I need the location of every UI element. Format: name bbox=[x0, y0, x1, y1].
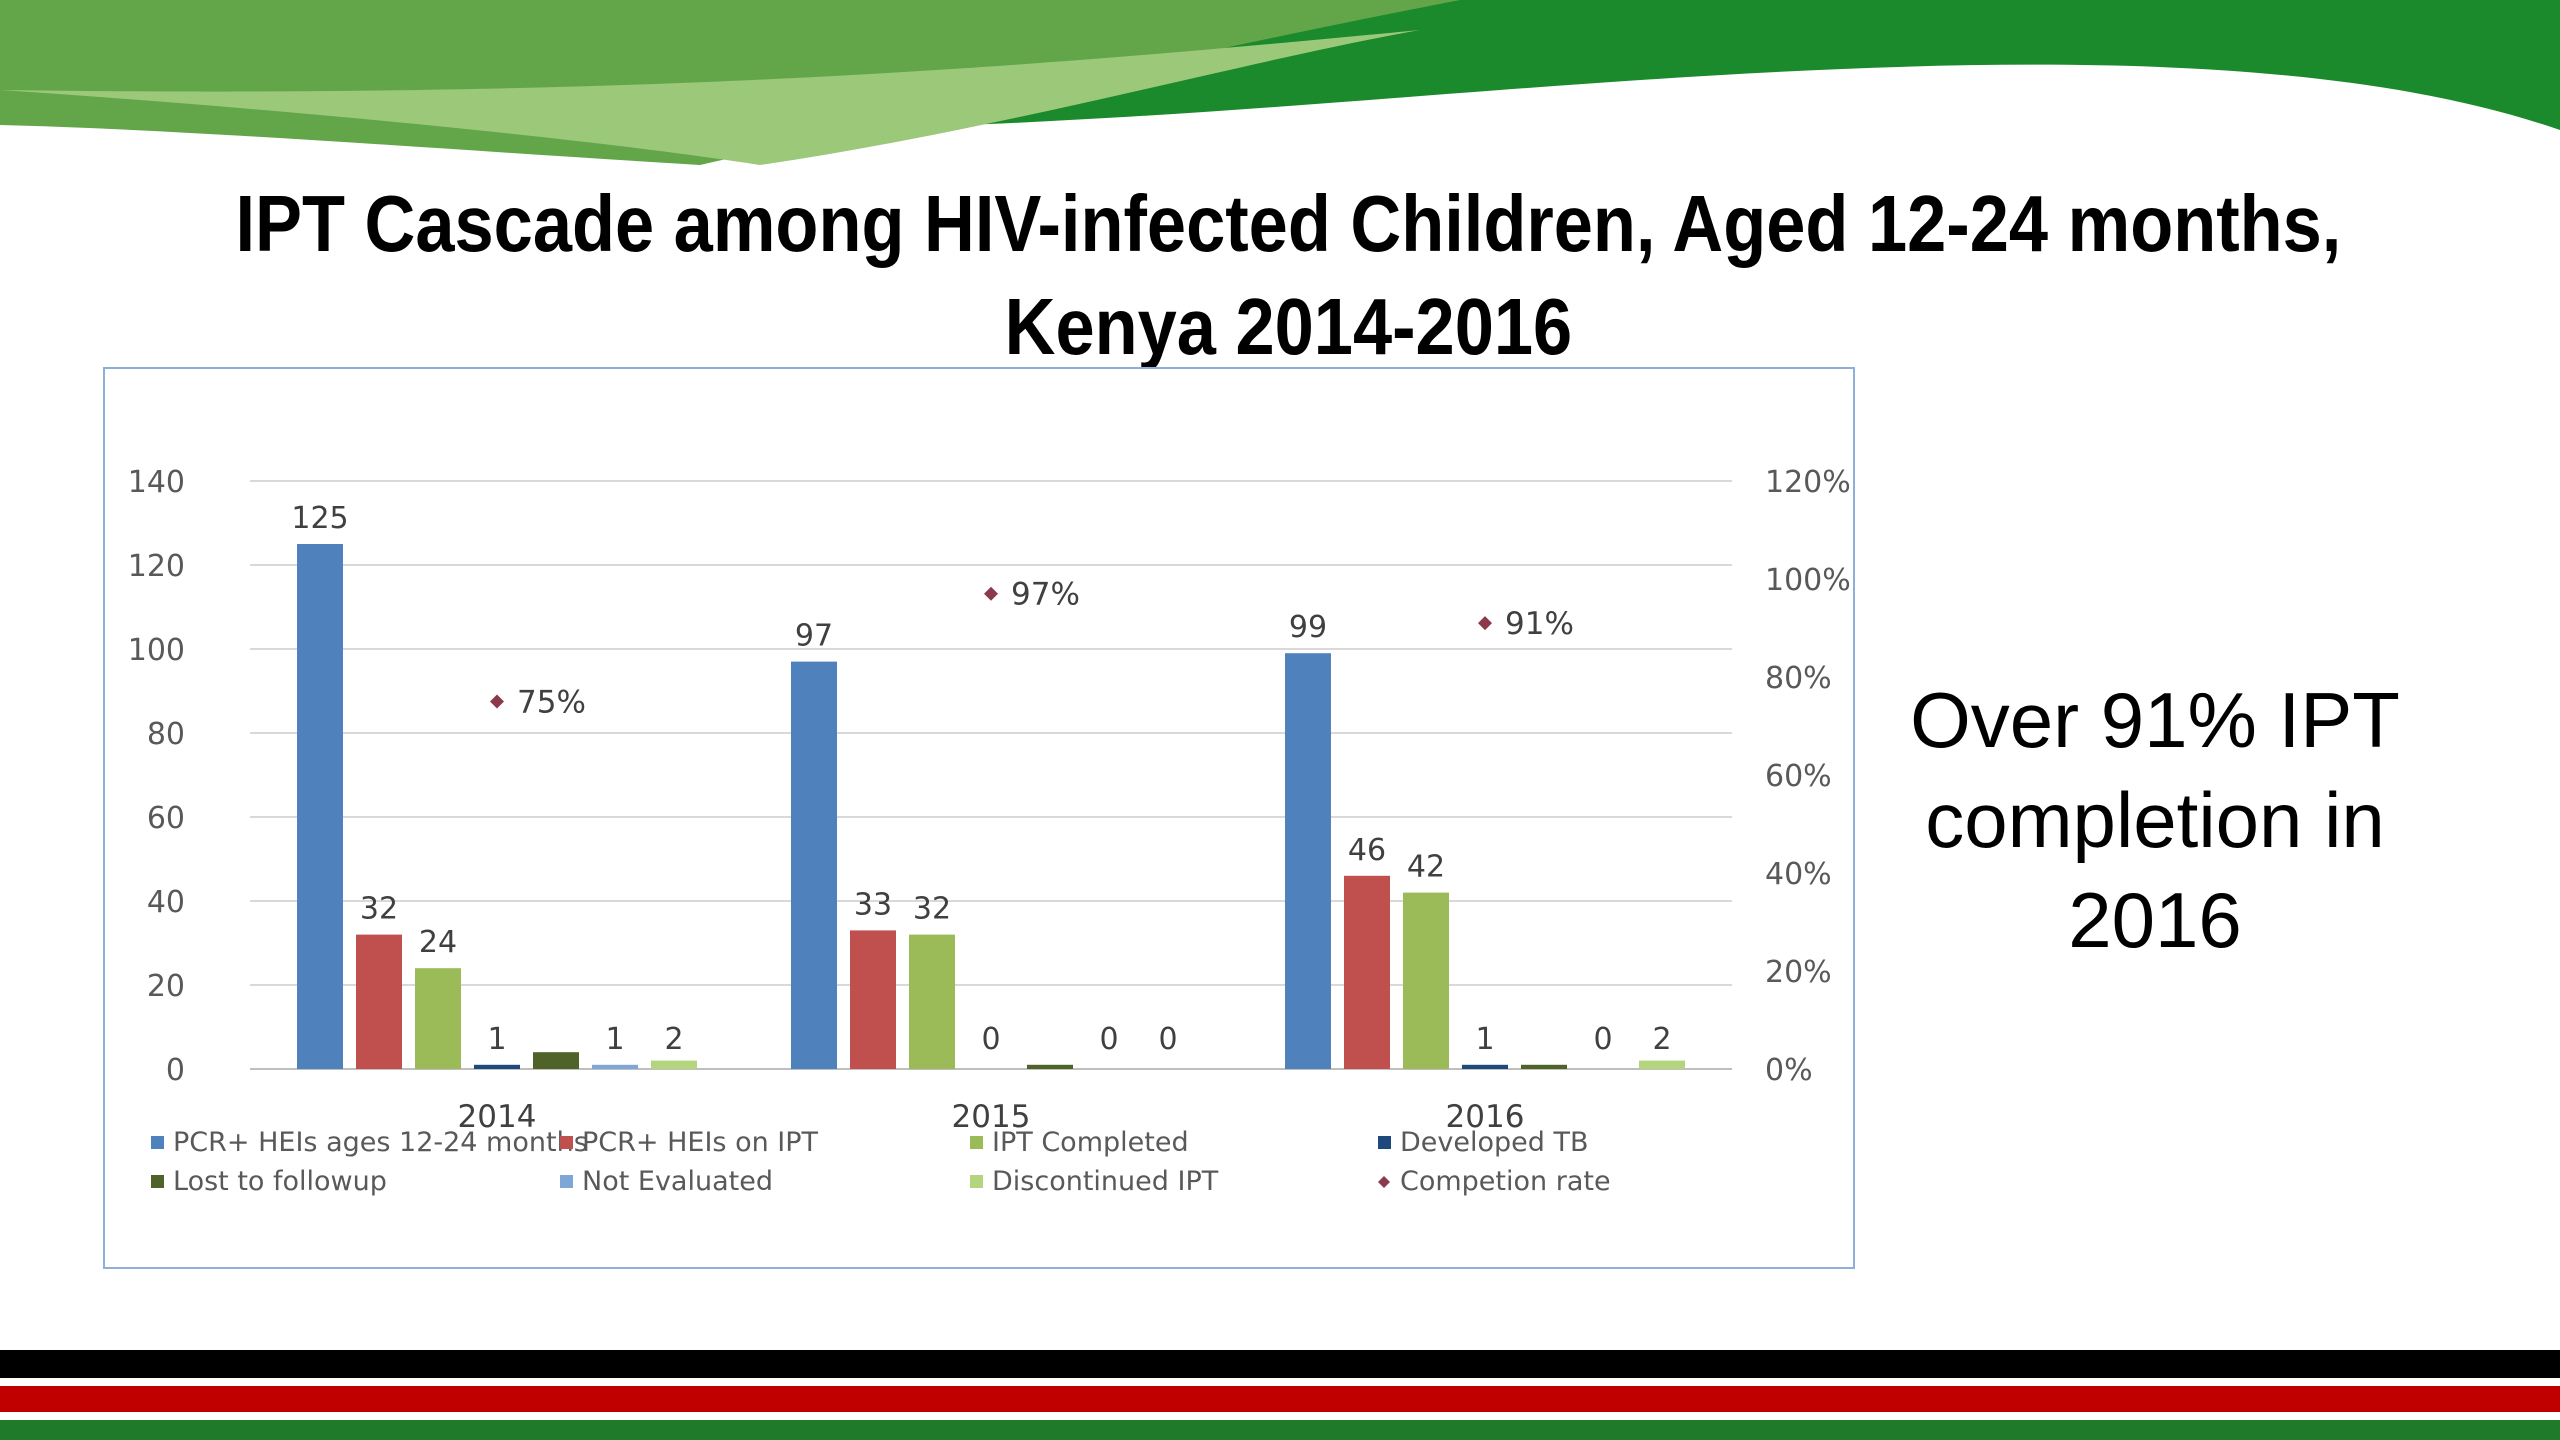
data-label: 99 bbox=[1289, 610, 1327, 645]
data-label: 33 bbox=[854, 887, 892, 922]
footer-flag-stripes bbox=[0, 1350, 2560, 1440]
y-axis-left: 0 20 40 60 80 100 120 140 bbox=[128, 465, 185, 1088]
bar bbox=[850, 930, 896, 1069]
y2-tick-label: 20% bbox=[1765, 955, 1832, 990]
y-tick-label: 20 bbox=[147, 969, 185, 1004]
bar bbox=[1639, 1060, 1685, 1069]
completion-rate-points: 75% 97% 91% bbox=[490, 577, 1574, 721]
header-wave-decoration bbox=[0, 0, 2560, 165]
footer-stripe-white-2 bbox=[0, 1412, 2560, 1420]
legend-swatch bbox=[151, 1175, 164, 1188]
bar bbox=[1521, 1064, 1567, 1069]
data-label: 32 bbox=[913, 892, 951, 927]
bar bbox=[415, 968, 461, 1069]
legend-label: Lost to followup bbox=[173, 1166, 387, 1197]
bar bbox=[1403, 892, 1449, 1069]
data-label: 0 bbox=[981, 1022, 1000, 1057]
y-tick-label: 140 bbox=[128, 465, 185, 500]
footer-stripe-red bbox=[0, 1386, 2560, 1412]
bar bbox=[474, 1064, 520, 1069]
data-label: 0 bbox=[1099, 1022, 1118, 1057]
rate-label: 91% bbox=[1505, 606, 1574, 642]
data-label: 32 bbox=[360, 892, 398, 927]
data-label: 46 bbox=[1348, 833, 1386, 868]
y2-tick-label: 60% bbox=[1765, 759, 1832, 794]
footer-stripe-white-1 bbox=[0, 1378, 2560, 1386]
y-tick-label: 60 bbox=[147, 801, 185, 836]
data-label: 0 bbox=[1158, 1022, 1177, 1057]
bar bbox=[651, 1060, 697, 1069]
chart-frame: 0 20 40 60 80 100 120 140 0% 20% 40% 60% 80% 100% 120… bbox=[103, 367, 1855, 1269]
rate-point bbox=[1478, 616, 1492, 631]
legend-label: PCR+ HEIs on IPT bbox=[582, 1127, 819, 1158]
y2-tick-label: 80% bbox=[1765, 661, 1832, 696]
bar bbox=[356, 934, 402, 1069]
footer-stripe-black bbox=[0, 1350, 2560, 1378]
x-axis: 2014 2015 2016 bbox=[458, 1099, 1525, 1135]
legend-swatch bbox=[1378, 1176, 1390, 1188]
legend-label: IPT Completed bbox=[992, 1127, 1189, 1158]
data-label: 24 bbox=[419, 925, 457, 960]
data-label: 42 bbox=[1407, 850, 1445, 885]
data-label: 0 bbox=[1593, 1022, 1612, 1057]
legend-swatch bbox=[151, 1136, 164, 1149]
legend-label: PCR+ HEIs ages 12-24 months bbox=[173, 1127, 588, 1158]
data-label: 97 bbox=[795, 619, 833, 654]
legend-label: Developed TB bbox=[1400, 1127, 1589, 1158]
side-note: Over 91% IPT completion in 2016 bbox=[1910, 676, 2400, 964]
slide-title: IPT Cascade among HIV-infected Children,… bbox=[235, 179, 2342, 371]
data-label: 1 bbox=[605, 1022, 624, 1057]
legend-label: Competion rate bbox=[1400, 1166, 1611, 1197]
bar bbox=[592, 1064, 638, 1069]
x-tick-label: 2016 bbox=[1446, 1099, 1525, 1135]
rate-point bbox=[490, 694, 504, 709]
y2-tick-label: 0% bbox=[1765, 1053, 1813, 1088]
legend-swatch bbox=[970, 1175, 983, 1188]
y-tick-label: 120 bbox=[128, 549, 185, 584]
data-label: 2 bbox=[664, 1022, 683, 1057]
rate-label: 97% bbox=[1011, 577, 1080, 613]
footer-stripe-green bbox=[0, 1420, 2560, 1440]
legend-swatch bbox=[1378, 1136, 1391, 1149]
gridlines bbox=[250, 480, 1732, 1070]
bar bbox=[1462, 1064, 1508, 1069]
legend-label: Discontinued IPT bbox=[992, 1166, 1219, 1197]
bar bbox=[533, 1052, 579, 1069]
legend-swatch bbox=[560, 1136, 573, 1149]
bar bbox=[297, 544, 343, 1069]
y2-tick-label: 120% bbox=[1765, 465, 1851, 500]
bars: 125 32 24 1 1 2 97 33 32 0 0 0 99 46 42 1 0 2 bbox=[291, 501, 1685, 1069]
y-tick-label: 80 bbox=[147, 717, 185, 752]
bar bbox=[1285, 653, 1331, 1069]
data-label: 125 bbox=[291, 501, 348, 536]
y-tick-label: 40 bbox=[147, 885, 185, 920]
legend-label: Not Evaluated bbox=[582, 1166, 773, 1197]
rate-point bbox=[984, 586, 998, 601]
y2-tick-label: 40% bbox=[1765, 857, 1832, 892]
bar bbox=[791, 661, 837, 1069]
legend-swatch bbox=[560, 1175, 573, 1188]
y2-tick-label: 100% bbox=[1765, 563, 1851, 598]
data-label: 1 bbox=[487, 1022, 506, 1057]
data-label: 1 bbox=[1475, 1022, 1494, 1057]
y-tick-label: 0 bbox=[166, 1053, 185, 1088]
y-tick-label: 100 bbox=[128, 633, 185, 668]
data-label: 2 bbox=[1652, 1022, 1671, 1057]
rate-label: 75% bbox=[517, 685, 586, 721]
bar bbox=[1344, 875, 1390, 1069]
y-axis-right: 0% 20% 40% 60% 80% 100% 120% bbox=[1765, 465, 1851, 1088]
x-tick-label: 2015 bbox=[952, 1099, 1031, 1135]
header-band-light bbox=[0, 30, 1420, 165]
bar bbox=[1027, 1064, 1073, 1069]
bar bbox=[909, 934, 955, 1069]
x-tick-label: 2014 bbox=[458, 1099, 537, 1135]
legend-swatch bbox=[970, 1136, 983, 1149]
